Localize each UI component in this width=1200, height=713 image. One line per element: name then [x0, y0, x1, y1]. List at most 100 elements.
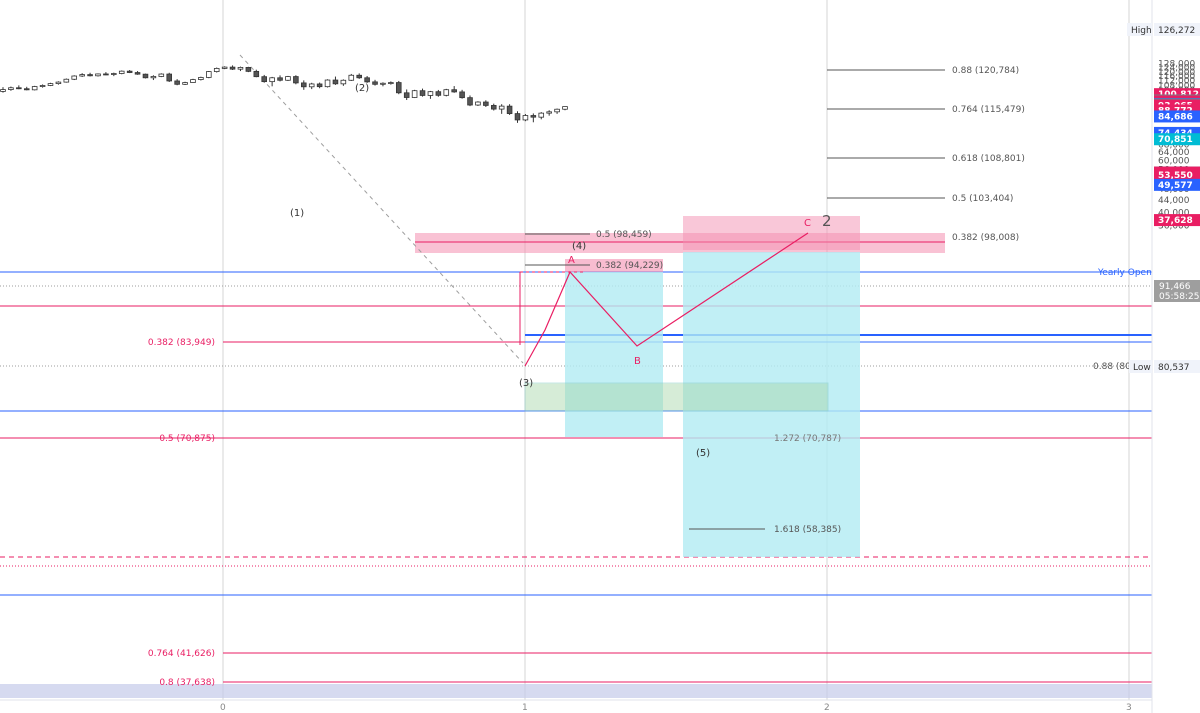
fib-label-mid-4: 0.88 (80,	[1093, 362, 1134, 372]
candle	[118, 70, 125, 74]
wave-label-big-2: 2	[822, 212, 832, 230]
candle	[221, 66, 228, 69]
candle	[134, 72, 141, 75]
current-price-value: 91,466	[1159, 282, 1191, 292]
wave-label-c: C	[804, 218, 811, 229]
price-tick-5: 108,000	[1158, 81, 1195, 91]
candle	[340, 79, 347, 85]
candles	[0, 65, 568, 123]
wave-label-a: A	[568, 255, 575, 266]
candle	[23, 88, 30, 91]
x-tick-2: 2	[824, 703, 830, 713]
candle	[237, 67, 244, 70]
candle	[8, 87, 14, 90]
price-tick-3: 116,000	[1158, 72, 1195, 82]
candle	[530, 115, 537, 118]
candle	[395, 82, 402, 94]
candle	[79, 74, 85, 77]
candle	[182, 82, 188, 85]
low-value: 80,537	[1158, 363, 1190, 373]
candle	[538, 112, 545, 118]
price-tick-4: 112,000	[1158, 77, 1195, 87]
price-tick-16: 36,000	[1158, 222, 1190, 232]
price-tick-10: 64,000	[1158, 148, 1190, 158]
wave-label-1: (1)	[290, 208, 304, 219]
candle	[562, 106, 568, 110]
candle	[158, 73, 165, 77]
price-badge-bg-13	[1154, 178, 1200, 191]
candle	[213, 68, 220, 72]
fib-label-mid-3: 1.618 (58,385)	[774, 525, 841, 535]
wave-label-3: (3)	[519, 378, 533, 389]
candle	[427, 91, 434, 96]
fib-label-right-2: 0.618 (108,801)	[952, 154, 1025, 164]
candle	[111, 73, 117, 75]
candle	[490, 105, 497, 110]
candle	[269, 77, 275, 83]
candle	[126, 70, 133, 73]
candle	[103, 73, 109, 76]
fib-label-right-1: 0.764 (115,479)	[952, 105, 1025, 115]
candle	[174, 80, 180, 85]
price-tick-15: 40,000	[1158, 208, 1190, 218]
price-tick-14: 44,000	[1158, 196, 1190, 206]
candle	[39, 85, 46, 87]
candle	[55, 81, 62, 85]
current-price-countdown: 05:58:25	[1159, 292, 1199, 302]
fib-label-left-2: 0.764 (41,626)	[148, 649, 215, 659]
candle	[467, 97, 473, 106]
low-label: Low	[1133, 363, 1151, 373]
x-tick-0: 0	[220, 703, 226, 713]
candle	[411, 90, 418, 98]
candle	[522, 115, 529, 121]
fib-label-left-0: 0.382 (83,949)	[148, 338, 215, 348]
candle	[332, 79, 339, 85]
candle	[372, 81, 378, 85]
price-badges: 100,81295,93895,17293,38193,06593,06588,…	[1154, 88, 1200, 227]
x-axis: 0 1 2 3	[0, 699, 1152, 713]
zones	[415, 216, 945, 557]
candle	[554, 108, 560, 113]
fib-label-right-0: 0.88 (120,784)	[952, 66, 1019, 76]
candle	[253, 70, 260, 78]
candle	[546, 111, 552, 114]
wave-label-5: (5)	[696, 448, 710, 459]
high-label: High	[1131, 26, 1152, 36]
fib-label-mid-1: 0.382 (94,229)	[596, 261, 663, 271]
candle	[380, 82, 386, 85]
price-badge-bg-9	[1154, 133, 1200, 146]
candle	[31, 86, 38, 91]
candle	[285, 76, 291, 81]
candle	[316, 83, 323, 88]
wave-label-4: (4)	[572, 241, 586, 252]
price-badge-bg-14	[1154, 214, 1200, 227]
candle	[95, 73, 101, 77]
yearly-open-label: Yearly Open	[1097, 268, 1152, 278]
candle	[506, 105, 513, 114]
candle	[166, 73, 173, 82]
price-badge-bg-12	[1154, 168, 1200, 181]
price-tick-11: 60,000	[1158, 156, 1190, 166]
price-axis[interactable]: 128,000124,000120,000116,000112,000108,0…	[1151, 0, 1200, 713]
fib-label-left-3: 0.8 (37,638)	[159, 678, 215, 688]
current-price-box	[1154, 280, 1200, 302]
price-badge-7: 84,686	[1158, 112, 1193, 122]
fib-label-right-3: 0.5 (103,404)	[952, 194, 1013, 204]
x-tick-1: 1	[522, 703, 528, 713]
price-badge-13: 49,577	[1158, 181, 1193, 191]
candle	[150, 76, 157, 79]
candle	[498, 105, 505, 110]
bottom-zone	[0, 684, 1152, 698]
price-badge-14: 37,628	[1158, 216, 1193, 226]
fib-label-left-1: 0.5 (70,875)	[159, 434, 215, 444]
price-tick-0: 128,000	[1158, 60, 1195, 70]
candle	[451, 89, 457, 93]
candle	[435, 91, 442, 96]
candle	[71, 75, 78, 80]
price-tick-1: 124,000	[1158, 64, 1195, 74]
candle	[388, 82, 394, 84]
candle	[308, 83, 315, 88]
candle	[443, 89, 450, 96]
high-value: 126,272	[1158, 26, 1195, 36]
